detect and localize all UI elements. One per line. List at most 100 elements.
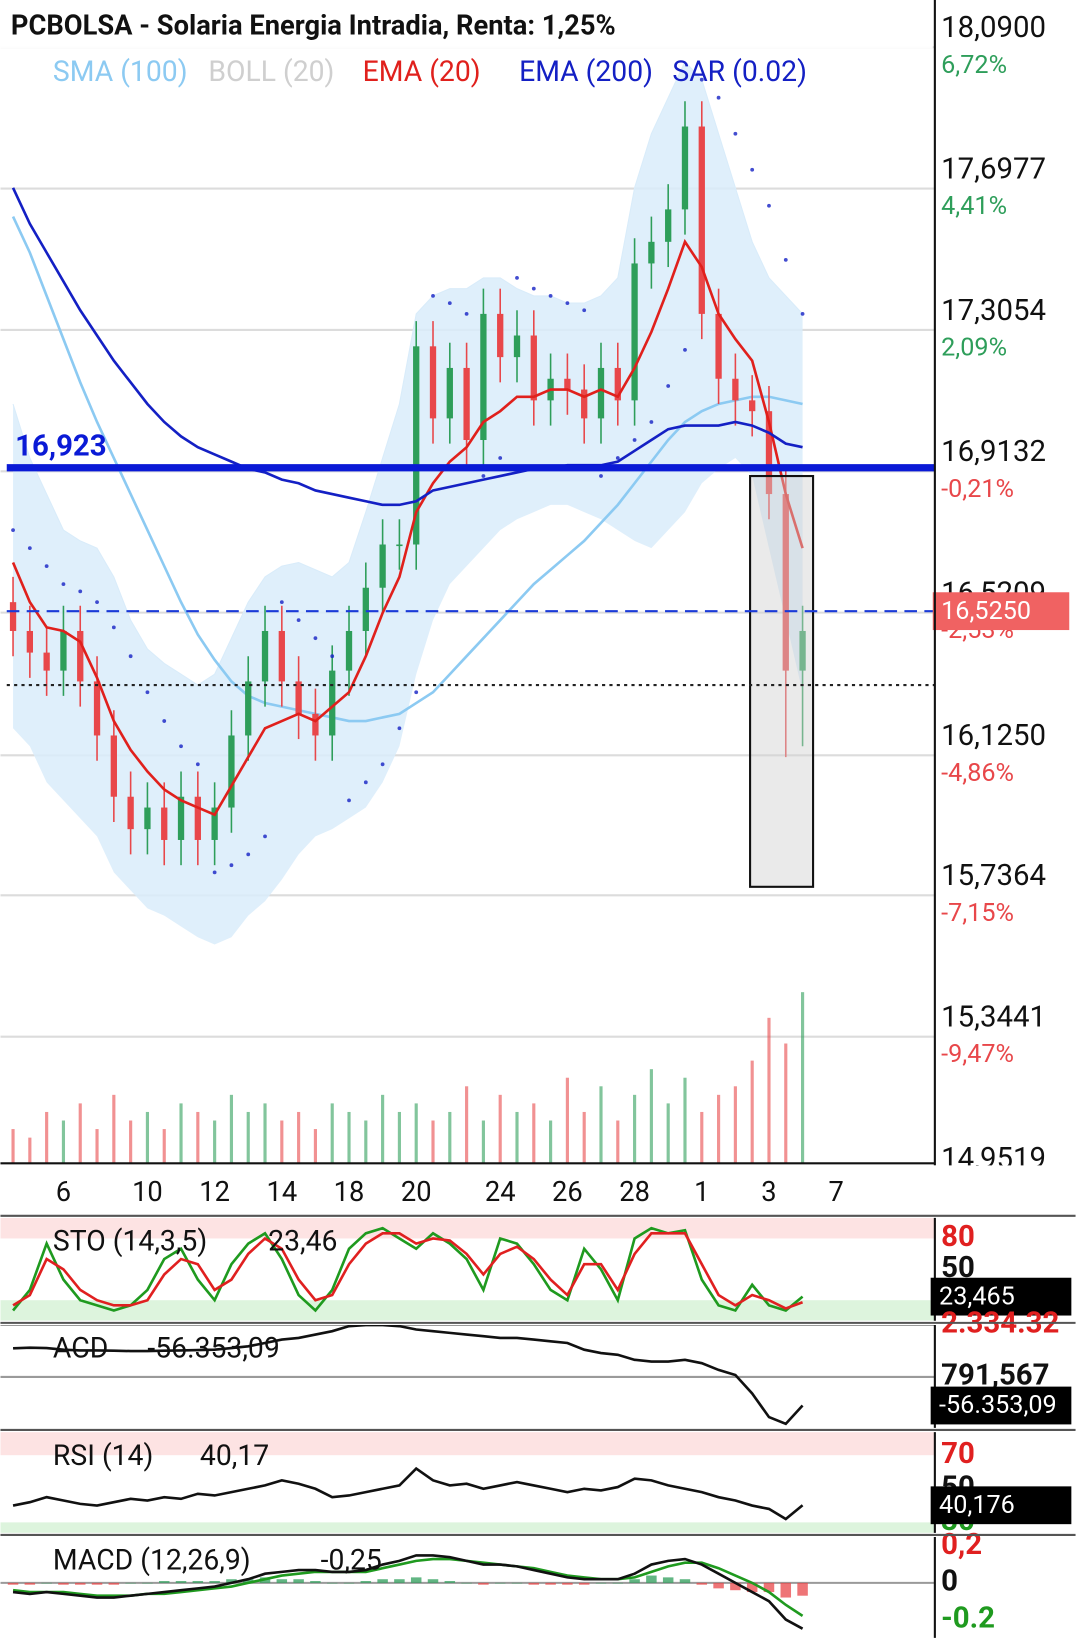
legend-entry: BOLL (20) [208,55,334,88]
sar-dot [783,257,788,262]
x-axis-band [0,1165,1076,1214]
sar-dot [481,474,486,478]
y-tick-label: 0,2 [941,1528,982,1562]
candle-body [110,735,117,797]
volume-bar [11,1129,15,1164]
ema-line [11,187,803,507]
sar-dot [128,654,133,659]
sar-dot [263,834,267,839]
y-tick-change: -9,47% [941,1040,1014,1069]
sar-dot [296,618,301,623]
histogram-bar [562,1582,573,1585]
sar-dot [683,348,687,352]
sar-dot [431,293,435,298]
volume-bar [700,1111,704,1164]
volume-bar [784,1043,788,1164]
volume-bar [45,1111,49,1164]
histogram-bar [545,1582,556,1585]
candle-body [93,681,101,736]
histogram-bar [461,1582,472,1584]
candle-body [261,630,269,682]
indicator-title: ACD [53,1332,108,1365]
highlight-box [749,474,815,888]
candle-body [144,807,151,830]
volume-bar [750,1060,754,1164]
candle-body [749,400,756,412]
sar-dot [95,600,99,605]
candle-body [9,602,17,631]
indicator-panel [0,1217,935,1321]
volume-bar [381,1094,385,1164]
candle-body [345,630,353,671]
volume-bar [683,1077,687,1164]
y-tick-change: -7,15% [941,899,1014,928]
y-tick-label: 16,9132 [941,435,1046,469]
sar-dot [649,420,654,424]
y-tick-label: 15,7364 [941,859,1046,893]
sar-dot [565,301,570,305]
y-tick-label: 17,6977 [941,153,1046,187]
indicator-value: 23,46 [268,1225,337,1258]
histogram-bar [343,1582,355,1584]
last-value-box [930,1277,1072,1316]
level-label-box [932,592,1070,631]
histogram-bar [730,1582,741,1591]
volume-bar [61,1120,66,1164]
candle-body [245,681,252,736]
candle-body [379,544,386,588]
histogram-bar [293,1579,304,1583]
y-tick-label: 16,1250 [941,719,1046,753]
sar-dot [179,744,183,749]
volume-bar [414,1103,418,1164]
histogram-bar [24,1582,36,1585]
volume-bar [28,1137,32,1164]
y-tick-label: 15,3441 [941,1001,1046,1035]
volume-bar [532,1103,536,1164]
volume-bar [95,1129,99,1164]
volume-bar [229,1094,234,1164]
indicator-value: 40,17 [200,1439,269,1472]
sar-dot [750,167,755,172]
histogram-bar [360,1581,372,1583]
sar-dot [11,528,15,532]
volume-bar [717,1094,721,1164]
legend-entry: EMA (20) [363,55,481,88]
x-tick-label: 7 [829,1176,844,1208]
sar-dot [531,286,536,291]
histogram-bar [478,1582,489,1585]
candle-body [77,630,84,682]
histogram-bar [746,1582,758,1593]
histogram-bar [394,1579,405,1583]
volume-bar [465,1086,469,1164]
volume-bar [162,1129,166,1164]
volume-bar [448,1111,452,1164]
histogram-bar [209,1581,220,1583]
candle-body [715,313,722,379]
volume-bar [767,1017,771,1164]
legend-entry: SAR (0.02) [672,55,807,88]
last-value-label: 23,465 [939,1282,1015,1311]
zone [0,1432,935,1456]
sar-dot [145,690,150,695]
zone [0,1522,935,1533]
level-label: 16,923 [15,430,107,464]
candle-body [480,313,487,441]
y-tick-label: 70 [941,1437,975,1471]
histogram-bar [7,1582,19,1585]
candle-body [312,713,319,736]
volume-bar [78,1103,82,1164]
histogram-bar [74,1582,86,1585]
candle-body [278,630,285,682]
sar-dot [212,870,217,875]
sar-dot [397,726,402,731]
sar-dot [363,780,368,785]
x-tick-label: 10 [132,1176,163,1208]
histogram-bar [528,1582,540,1585]
x-tick-label: 18 [334,1176,365,1208]
bollinger-upper [12,60,803,686]
histogram-bar [226,1579,237,1583]
candle-body [665,209,672,242]
volume-bar [313,1129,317,1164]
indicator-line [12,1466,804,1521]
